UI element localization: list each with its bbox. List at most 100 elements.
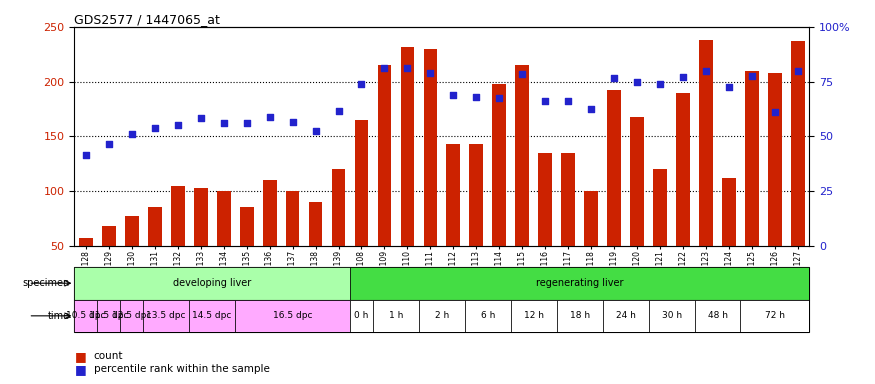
Text: 2 h: 2 h — [435, 311, 449, 320]
Bar — [740, 300, 809, 332]
Bar — [354, 120, 368, 246]
Bar — [515, 65, 529, 246]
Point — [217, 120, 231, 126]
Point — [538, 98, 552, 104]
Text: 18 h: 18 h — [570, 311, 590, 320]
Bar — [350, 267, 809, 300]
Text: ■: ■ — [74, 350, 86, 363]
Bar — [584, 191, 598, 246]
Bar — [332, 169, 346, 246]
Point — [125, 131, 139, 137]
Text: percentile rank within the sample: percentile rank within the sample — [94, 364, 270, 374]
Text: 14.5 dpc: 14.5 dpc — [192, 311, 232, 320]
Bar — [240, 207, 254, 246]
Bar — [538, 153, 552, 246]
Bar — [446, 144, 460, 246]
Point — [699, 68, 713, 74]
Text: 13.5 dpc: 13.5 dpc — [146, 311, 186, 320]
Point — [653, 81, 667, 87]
Text: regenerating liver: regenerating liver — [536, 278, 623, 288]
Bar — [419, 300, 465, 332]
Bar — [97, 300, 121, 332]
Point — [193, 115, 207, 121]
Text: time: time — [48, 311, 70, 321]
Bar — [493, 84, 507, 246]
Point — [377, 65, 391, 71]
Point — [515, 71, 529, 77]
Bar — [699, 40, 713, 246]
Point — [240, 120, 254, 126]
Bar — [607, 90, 621, 246]
Point — [309, 128, 323, 134]
Bar — [74, 300, 97, 332]
Text: 10.5 dpc: 10.5 dpc — [66, 311, 106, 320]
Point — [561, 98, 575, 104]
Text: 12.5 dpc: 12.5 dpc — [112, 311, 151, 320]
Point — [676, 74, 690, 80]
Point — [768, 109, 782, 115]
Text: 24 h: 24 h — [616, 311, 635, 320]
Bar — [653, 169, 667, 246]
Text: 0 h: 0 h — [354, 311, 368, 320]
Point — [332, 108, 346, 114]
Bar — [470, 144, 483, 246]
Bar — [465, 300, 511, 332]
Text: 12 h: 12 h — [524, 311, 543, 320]
Bar — [676, 93, 690, 246]
Text: developing liver: developing liver — [173, 278, 251, 288]
Bar — [791, 41, 805, 246]
Bar — [556, 300, 603, 332]
Bar — [722, 178, 736, 246]
Bar — [262, 180, 276, 246]
Point — [354, 81, 368, 87]
Bar — [194, 188, 207, 246]
Point — [262, 114, 276, 120]
Bar — [74, 267, 350, 300]
Bar — [511, 300, 556, 332]
Text: ■: ■ — [74, 363, 86, 376]
Bar — [695, 300, 740, 332]
Bar — [746, 71, 759, 246]
Bar — [309, 202, 323, 246]
Text: count: count — [94, 351, 123, 361]
Bar — [148, 207, 162, 246]
Text: 6 h: 6 h — [480, 311, 495, 320]
Text: 1 h: 1 h — [388, 311, 403, 320]
Point — [584, 106, 598, 112]
Bar — [562, 153, 575, 246]
Bar — [102, 226, 116, 246]
Bar — [378, 65, 391, 246]
Point — [791, 68, 805, 74]
Bar — [350, 300, 373, 332]
Point — [285, 119, 299, 125]
Bar — [235, 300, 350, 332]
Point — [148, 124, 162, 131]
Point — [630, 79, 644, 85]
Point — [424, 70, 438, 76]
Bar — [401, 46, 415, 246]
Bar — [217, 191, 231, 246]
Text: 72 h: 72 h — [765, 311, 785, 320]
Point — [493, 95, 507, 101]
Bar — [171, 185, 185, 246]
Text: specimen: specimen — [23, 278, 70, 288]
Text: GDS2577 / 1447065_at: GDS2577 / 1447065_at — [74, 13, 220, 26]
Point — [745, 73, 759, 79]
Point — [607, 75, 621, 81]
Bar — [121, 300, 144, 332]
Point — [469, 94, 483, 100]
Bar — [79, 238, 93, 246]
Point — [171, 122, 185, 128]
Bar — [603, 300, 648, 332]
Bar — [768, 73, 782, 246]
Bar — [285, 191, 299, 246]
Text: 30 h: 30 h — [662, 311, 682, 320]
Bar — [144, 300, 189, 332]
Bar — [424, 49, 438, 246]
Bar — [630, 117, 644, 246]
Point — [102, 141, 116, 147]
Text: 48 h: 48 h — [708, 311, 727, 320]
Point — [79, 152, 93, 158]
Point — [722, 84, 736, 90]
Text: 16.5 dpc: 16.5 dpc — [273, 311, 312, 320]
